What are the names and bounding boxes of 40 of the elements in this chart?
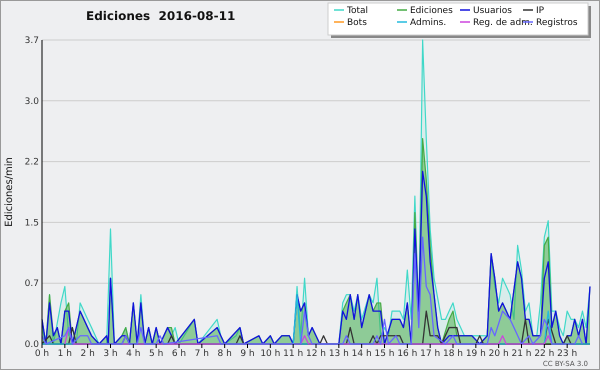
legend-label: Registros	[536, 18, 578, 28]
x-tick-label: 23 h	[557, 349, 578, 359]
chart-title: Ediciones 2016-08-11	[86, 9, 236, 23]
x-tick-label: 21 h	[511, 349, 532, 359]
x-tick-label: 16 h	[397, 349, 418, 359]
y-tick-label: 2.2	[24, 158, 39, 168]
legend-label: Total	[346, 6, 368, 16]
legend-label: Usuarios	[473, 6, 512, 16]
x-tick-label: 1 h	[58, 349, 72, 359]
x-tick-label: 12 h	[306, 349, 326, 359]
x-tick-label: 19 h	[466, 349, 486, 359]
x-tick-label: 5 h	[149, 349, 164, 359]
x-tick-label: 15 h	[374, 349, 395, 359]
x-tick-label: 18 h	[442, 349, 464, 359]
y-tick-label: 3.0	[24, 96, 40, 107]
x-tick-label: 9 h	[240, 349, 255, 359]
x-tick-label: 7 h	[194, 349, 209, 359]
x-tick-label: 6 h	[172, 349, 186, 359]
legend-label: IP	[536, 6, 545, 16]
x-tick-label: 13 h	[328, 349, 349, 359]
legend-label: Admins.	[410, 18, 446, 28]
x-tick-label: 4 h	[126, 349, 140, 359]
x-tick-label: 0 h	[34, 349, 50, 359]
x-tick-label: 11 h	[283, 349, 304, 359]
x-tick-label: 14 h	[352, 349, 372, 359]
y-tick-label: 0.7	[24, 279, 39, 290]
x-tick-label: 20 h	[488, 349, 509, 359]
x-tick-label: 8 h	[218, 349, 232, 359]
x-tick-label: 10 h	[260, 349, 280, 359]
y-tick-label: 3.7	[24, 36, 39, 46]
x-tick-label: 17 h	[420, 349, 440, 359]
legend-label: Reg. de adm.	[473, 18, 533, 28]
y-tick-label: 1.5	[24, 218, 39, 228]
legend-label: Ediciones	[410, 6, 454, 16]
x-tick-label: 3 h	[103, 349, 118, 359]
y-axis-title: Ediciones/min	[4, 157, 15, 227]
x-tick-label: 22 h	[534, 349, 554, 359]
x-tick-label: 2 h	[80, 349, 95, 359]
y-tick-label: 0.0	[24, 340, 40, 350]
legend-label: Bots	[347, 18, 368, 28]
